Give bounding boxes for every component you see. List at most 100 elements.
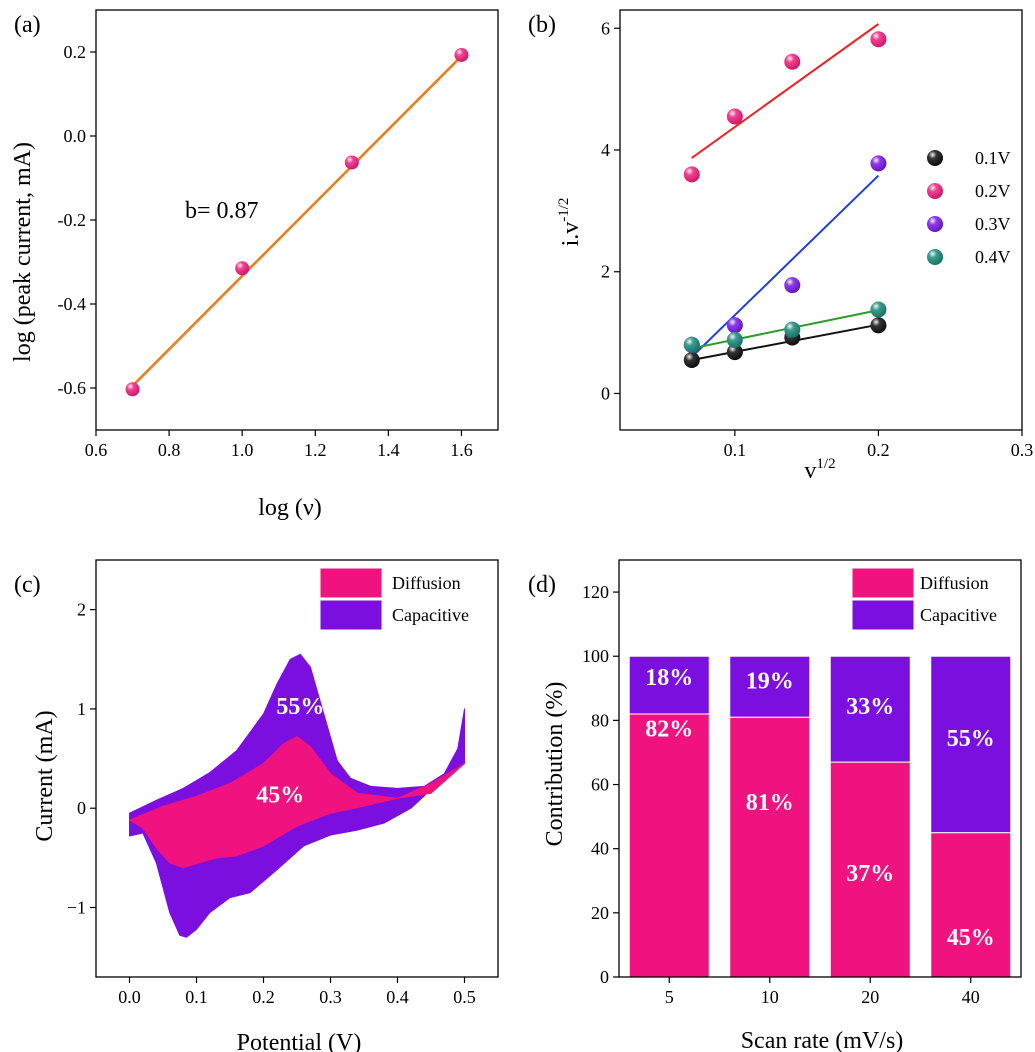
panel-b-ylabel-base: i.v xyxy=(558,222,584,247)
panel-b-xlabel-sup: 1/2 xyxy=(816,456,835,472)
d-legend-label-1: Capacitive xyxy=(920,605,997,625)
panel-c-xlabel: Potential (V) xyxy=(237,1030,362,1052)
b-point-2-3 xyxy=(870,155,887,172)
c-legend-swatch-0 xyxy=(319,567,383,599)
b-xtick-label-2: 0.3 xyxy=(1011,440,1034,460)
a-point-0-shine xyxy=(125,382,140,397)
b-point-1-0-shine xyxy=(683,166,700,183)
panel-b-ylabel: i.v-1/2 xyxy=(556,198,584,247)
d-bar-capacitive-2 xyxy=(829,655,911,763)
b-point-1-3-shine xyxy=(870,31,887,48)
panel-a-frame xyxy=(95,9,499,431)
a-xtick-label-0: 0.6 xyxy=(85,440,108,460)
a-point-2 xyxy=(344,155,359,170)
b-point-0-3 xyxy=(870,317,887,334)
b-legend-label-3: 0.4V xyxy=(975,247,1011,267)
panel-a: (a) log (ν) log (peak current, mA) 0.6 0.… xyxy=(10,9,499,521)
b-point-3-2 xyxy=(784,321,801,338)
a-ytick-label-1: -0.4 xyxy=(58,294,87,314)
panel-d-frame xyxy=(618,559,1022,978)
d-legend-swatch-0 xyxy=(851,567,915,599)
b-point-0-3-shine xyxy=(870,317,887,334)
a-ytick-label-3: 0.0 xyxy=(64,126,87,146)
b-point-2-2 xyxy=(784,277,801,294)
panel-b-ylabel-sup: -1/2 xyxy=(556,198,572,222)
b-point-3-0 xyxy=(683,336,700,353)
b-ytick-label-2: 4 xyxy=(601,140,610,160)
d-xtick-label-1: 10 xyxy=(761,987,779,1007)
d-bar-label-capacitive-3: 55% xyxy=(947,726,995,752)
c-area-diffusion xyxy=(129,736,465,869)
b-point-3-1-shine xyxy=(726,331,743,348)
d-ytick-label-4: 80 xyxy=(591,710,609,730)
d-bar-capacitive-1 xyxy=(729,655,811,718)
b-legend-marker-3-shine xyxy=(927,249,943,265)
c-xtick-label-3: 0.3 xyxy=(319,987,342,1007)
d-bar-label-capacitive-2: 33% xyxy=(846,694,894,720)
panel-a-xlabel: log (ν) xyxy=(258,495,322,521)
panel-c-frame xyxy=(95,559,499,978)
panel-b-xlabel: v1/2 xyxy=(804,456,835,484)
d-bar-diffusion-3 xyxy=(930,832,1012,978)
d-bar-diffusion-2 xyxy=(829,761,911,978)
b-point-1-1 xyxy=(726,108,743,125)
b-point-0-0 xyxy=(683,352,700,368)
b-point-1-0 xyxy=(683,166,700,183)
b-legend-label-1: 0.2V xyxy=(975,181,1011,201)
a-point-1-shine xyxy=(235,261,250,276)
c-legend-label-0: Diffusion xyxy=(392,573,461,593)
b-point-0-1 xyxy=(726,344,743,361)
b-legend-marker-2-shine xyxy=(927,216,943,232)
d-ytick-label-2: 40 xyxy=(591,839,609,859)
panel-c-ylabel: Current (mA) xyxy=(32,710,58,841)
b-point-2-2-shine xyxy=(784,277,801,294)
a-fit-line xyxy=(131,55,463,387)
b-ytick-label-3: 6 xyxy=(601,18,610,38)
panel-d-label: (d) xyxy=(528,572,556,598)
d-bar-label-diffusion-3: 45% xyxy=(947,925,995,951)
c-percent-label-0: 55% xyxy=(276,694,324,720)
panel-b-frame xyxy=(619,9,1023,431)
a-xtick-label-1: 0.8 xyxy=(158,440,181,460)
d-legend-label-0: Diffusion xyxy=(920,573,989,593)
c-percent-label-1: 45% xyxy=(256,782,304,808)
d-bar-label-diffusion-1: 81% xyxy=(746,790,794,816)
a-ytick-label-4: 0.2 xyxy=(64,42,87,62)
panel-a-label: (a) xyxy=(14,12,41,38)
d-bar-label-capacitive-1: 19% xyxy=(746,668,794,694)
d-xtick-label-3: 40 xyxy=(962,987,980,1007)
d-bar-diffusion-0 xyxy=(628,713,710,978)
panel-b-label: (b) xyxy=(528,12,556,38)
b-point-1-1-shine xyxy=(726,108,743,125)
a-xtick-label-5: 1.6 xyxy=(450,440,473,460)
d-bar-capacitive-3 xyxy=(930,655,1012,834)
b-point-0-0-shine xyxy=(683,352,700,368)
a-ytick-label-0: -0.6 xyxy=(58,378,87,398)
b-point-2-1-shine xyxy=(726,317,743,334)
panel-c-label: (c) xyxy=(14,572,41,598)
b-legend-marker-3 xyxy=(927,249,943,265)
d-bar-diffusion-1 xyxy=(729,716,811,978)
b-fit-2 xyxy=(691,174,880,358)
a-xtick-label-2: 1.0 xyxy=(231,440,254,460)
a-xtick-label-4: 1.4 xyxy=(377,440,400,460)
b-point-3-1 xyxy=(726,331,743,348)
d-bar-label-capacitive-0: 18% xyxy=(645,665,693,691)
panel-d-xlabel: Scan rate (mV/s) xyxy=(741,1028,904,1052)
c-ytick-label-2: 1 xyxy=(77,699,86,719)
c-ytick-label-3: 2 xyxy=(77,600,86,620)
b-legend-marker-1 xyxy=(927,183,943,199)
a-point-3-shine xyxy=(454,47,469,62)
a-ytick-label-2: -0.2 xyxy=(58,210,87,230)
d-bar-label-diffusion-0: 82% xyxy=(645,716,693,742)
d-legend-swatch-1 xyxy=(851,599,915,631)
b-ytick-label-1: 2 xyxy=(601,262,610,282)
d-ytick-label-0: 0 xyxy=(600,967,609,987)
panel-d-ylabel: Contribution (%) xyxy=(542,682,568,847)
panel-a-annotation: b= 0.87 xyxy=(185,198,259,224)
d-ytick-label-1: 20 xyxy=(591,903,609,923)
d-xtick-label-0: 5 xyxy=(665,987,674,1007)
b-point-3-2-shine xyxy=(784,321,801,338)
a-xtick-label-3: 1.2 xyxy=(304,440,327,460)
